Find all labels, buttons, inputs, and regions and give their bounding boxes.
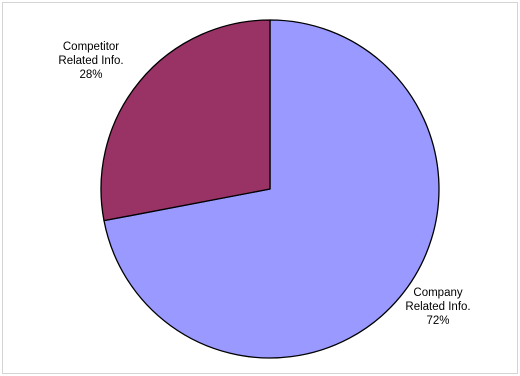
pie-slice-1 bbox=[103, 19, 440, 359]
slice-label-1: Company Related Info. 72% bbox=[405, 287, 470, 327]
slice-label-line: Related Info. bbox=[58, 55, 123, 67]
slice-labels: Company Related Info. 72% Competitor Related… bbox=[58, 41, 470, 327]
slice-label-line: Competitor bbox=[63, 41, 119, 53]
slice-label-2: Competitor Related Info. 28% bbox=[58, 41, 123, 81]
slice-label-line: Company bbox=[413, 287, 462, 299]
slice-percent-label: 72% bbox=[426, 315, 449, 327]
pie bbox=[100, 19, 440, 359]
pie-slice-2 bbox=[100, 19, 271, 222]
slice-label-line: Related Info. bbox=[405, 301, 470, 313]
slice-percent-label: 28% bbox=[79, 69, 102, 81]
